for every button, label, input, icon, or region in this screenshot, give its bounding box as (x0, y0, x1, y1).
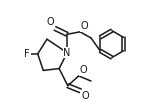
Text: N: N (64, 48, 71, 58)
Text: O: O (81, 92, 89, 102)
Text: O: O (47, 17, 54, 27)
Text: O: O (79, 65, 87, 75)
Text: F: F (24, 49, 30, 59)
Text: O: O (81, 21, 88, 31)
